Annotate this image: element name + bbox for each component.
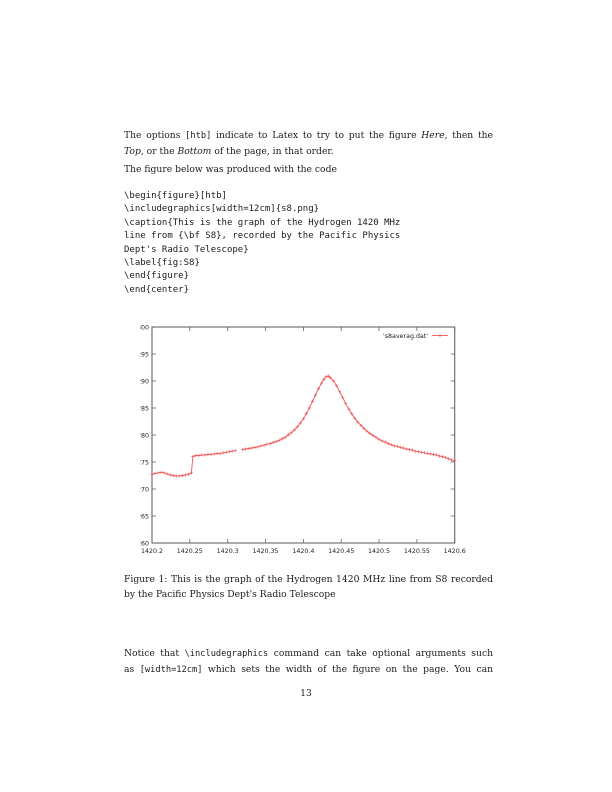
svg-text:275: 275: [140, 459, 149, 466]
code-line: line from {\bf S8}, recorded by the Paci…: [124, 231, 401, 242]
svg-text:270: 270: [140, 486, 149, 493]
svg-text:1420.4: 1420.4: [292, 548, 314, 555]
svg-text:300: 300: [140, 324, 149, 331]
svg-text:1420.6: 1420.6: [444, 548, 466, 555]
svg-text:260: 260: [140, 540, 149, 547]
svg-text:1420.55: 1420.55: [404, 548, 430, 555]
text-line: The options [htb] indicate to Latex to t…: [124, 130, 493, 141]
text-line: Top, or the Bottom of the page, in that …: [124, 146, 334, 157]
paragraph-figure-intro: The figure below was produced with the c…: [124, 162, 493, 177]
svg-text:1420.35: 1420.35: [252, 548, 278, 555]
svg-text:265: 265: [140, 513, 149, 520]
figure-caption: Figure 1: This is the graph of the Hydro…: [124, 572, 493, 602]
svg-text:'s8averag.dat': 's8averag.dat': [383, 333, 428, 340]
text-line: Figure 1: This is the graph of the Hydro…: [124, 574, 493, 585]
svg-text:290: 290: [140, 378, 149, 385]
text-line: by the Pacific Physics Dept's Radio Tele…: [124, 589, 336, 600]
svg-text:280: 280: [140, 432, 149, 439]
svg-text:285: 285: [140, 405, 149, 412]
code-line: \label{fig:S8}: [124, 258, 200, 269]
text-line: as [width=12cm] which sets the width of …: [124, 664, 493, 675]
code-line: Dept's Radio Telescope}: [124, 244, 249, 255]
figure-chart-svg: 1420.2 1420.25 1420.3 1420.35 1420.4 1420.45 1…: [140, 324, 466, 555]
svg-text:1420.2: 1420.2: [141, 548, 163, 555]
latex-code-block: \begin{figure}[htb] \includegraphics[widt…: [124, 190, 400, 297]
svg-text:1420.45: 1420.45: [328, 548, 354, 555]
code-line: \end{center}: [124, 284, 190, 295]
code-line: \end{figure}: [124, 271, 190, 282]
text-line: The figure below was produced with the c…: [124, 164, 337, 175]
svg-text:1420.25: 1420.25: [177, 548, 203, 555]
code-line: \caption{This is the graph of the Hydrog…: [124, 217, 401, 228]
paragraph-htb-options: The options [htb] indicate to Latex to t…: [124, 128, 493, 159]
page-number: 13: [300, 688, 312, 699]
code-line: \includegraphics[width=12cm]{s8.png}: [124, 204, 320, 215]
svg-text:1420.3: 1420.3: [217, 548, 239, 555]
text-line: Notice that \includegraphics command can…: [124, 648, 494, 659]
paragraph-includegraphics-note: Notice that \includegraphics command can…: [124, 646, 493, 678]
figure-chart: 1420.2 1420.25 1420.3 1420.35 1420.4 1420.45 1…: [140, 321, 470, 563]
code-line: \begin{figure}[htb]: [124, 191, 227, 201]
svg-text:1420.5: 1420.5: [368, 548, 390, 555]
svg-text:295: 295: [140, 351, 149, 358]
